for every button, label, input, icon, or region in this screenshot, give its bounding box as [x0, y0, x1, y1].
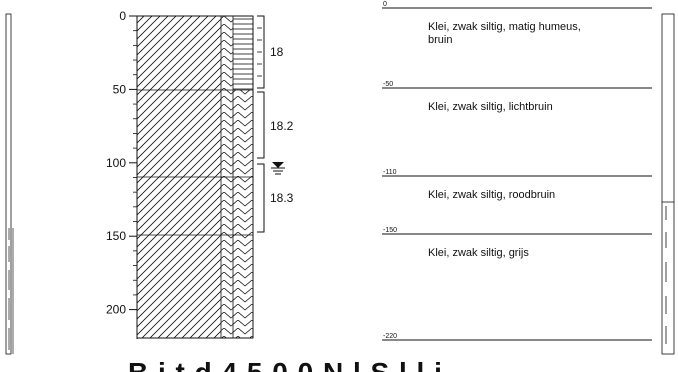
layer-row: -110 Klei, zwak siltig, roodbruin — [382, 169, 652, 201]
depth-tick-label: 200 — [106, 303, 126, 317]
layer-description-line2: bruin — [428, 34, 452, 46]
depth-tick-label: 150 — [106, 229, 126, 243]
depth-tick-label: 100 — [106, 156, 126, 170]
sample-label: 18.3 — [270, 191, 294, 205]
layer-top-depth: -50 — [383, 81, 393, 88]
layer-top-depth: -150 — [383, 227, 397, 234]
sample-interval: 18 — [257, 15, 284, 89]
sample-intervals: 18 18.2 18.3 — [257, 15, 294, 233]
lithology-column — [136, 15, 254, 339]
layer-top-depth: -110 — [383, 169, 397, 176]
layer-description: Klei, zwak siltig, roodbruin — [428, 189, 555, 201]
layer-row: -150 Klei, zwak siltig, grijs — [382, 227, 652, 259]
sample-interval: 18.2 — [257, 91, 294, 159]
depth-tick-label: 0 — [119, 9, 126, 23]
depth-axis: 0 50 100 150 200 — [106, 9, 138, 339]
right-partial-log — [661, 13, 675, 355]
layer-description: Klei, zwak siltig, lichtbruin — [428, 101, 553, 113]
final-depth-label: -220 — [383, 333, 397, 340]
sample-interval: 18.3 — [257, 163, 294, 233]
layer-row: 0 Klei, zwak siltig, matig humeus,bruin — [382, 1, 652, 46]
sample-label: 18 — [270, 45, 284, 59]
left-partial-log — [5, 13, 14, 355]
layer-top-depth: 0 — [383, 1, 387, 8]
water-table-icon — [271, 162, 285, 175]
layer-description: Klei, zwak siltig, matig humeus, — [428, 21, 581, 33]
sample-label: 18.2 — [270, 119, 294, 133]
layer-description: Klei, zwak siltig, grijs — [428, 247, 529, 259]
layer-row: -50 Klei, zwak siltig, lichtbruin — [382, 81, 652, 113]
depth-tick-label: 50 — [113, 82, 127, 96]
bottom-caption: B i t d 4 5 0 0 N l S l l i — [128, 357, 443, 372]
layer-descriptions: 0 Klei, zwak siltig, matig humeus,bruin -5… — [382, 1, 652, 341]
